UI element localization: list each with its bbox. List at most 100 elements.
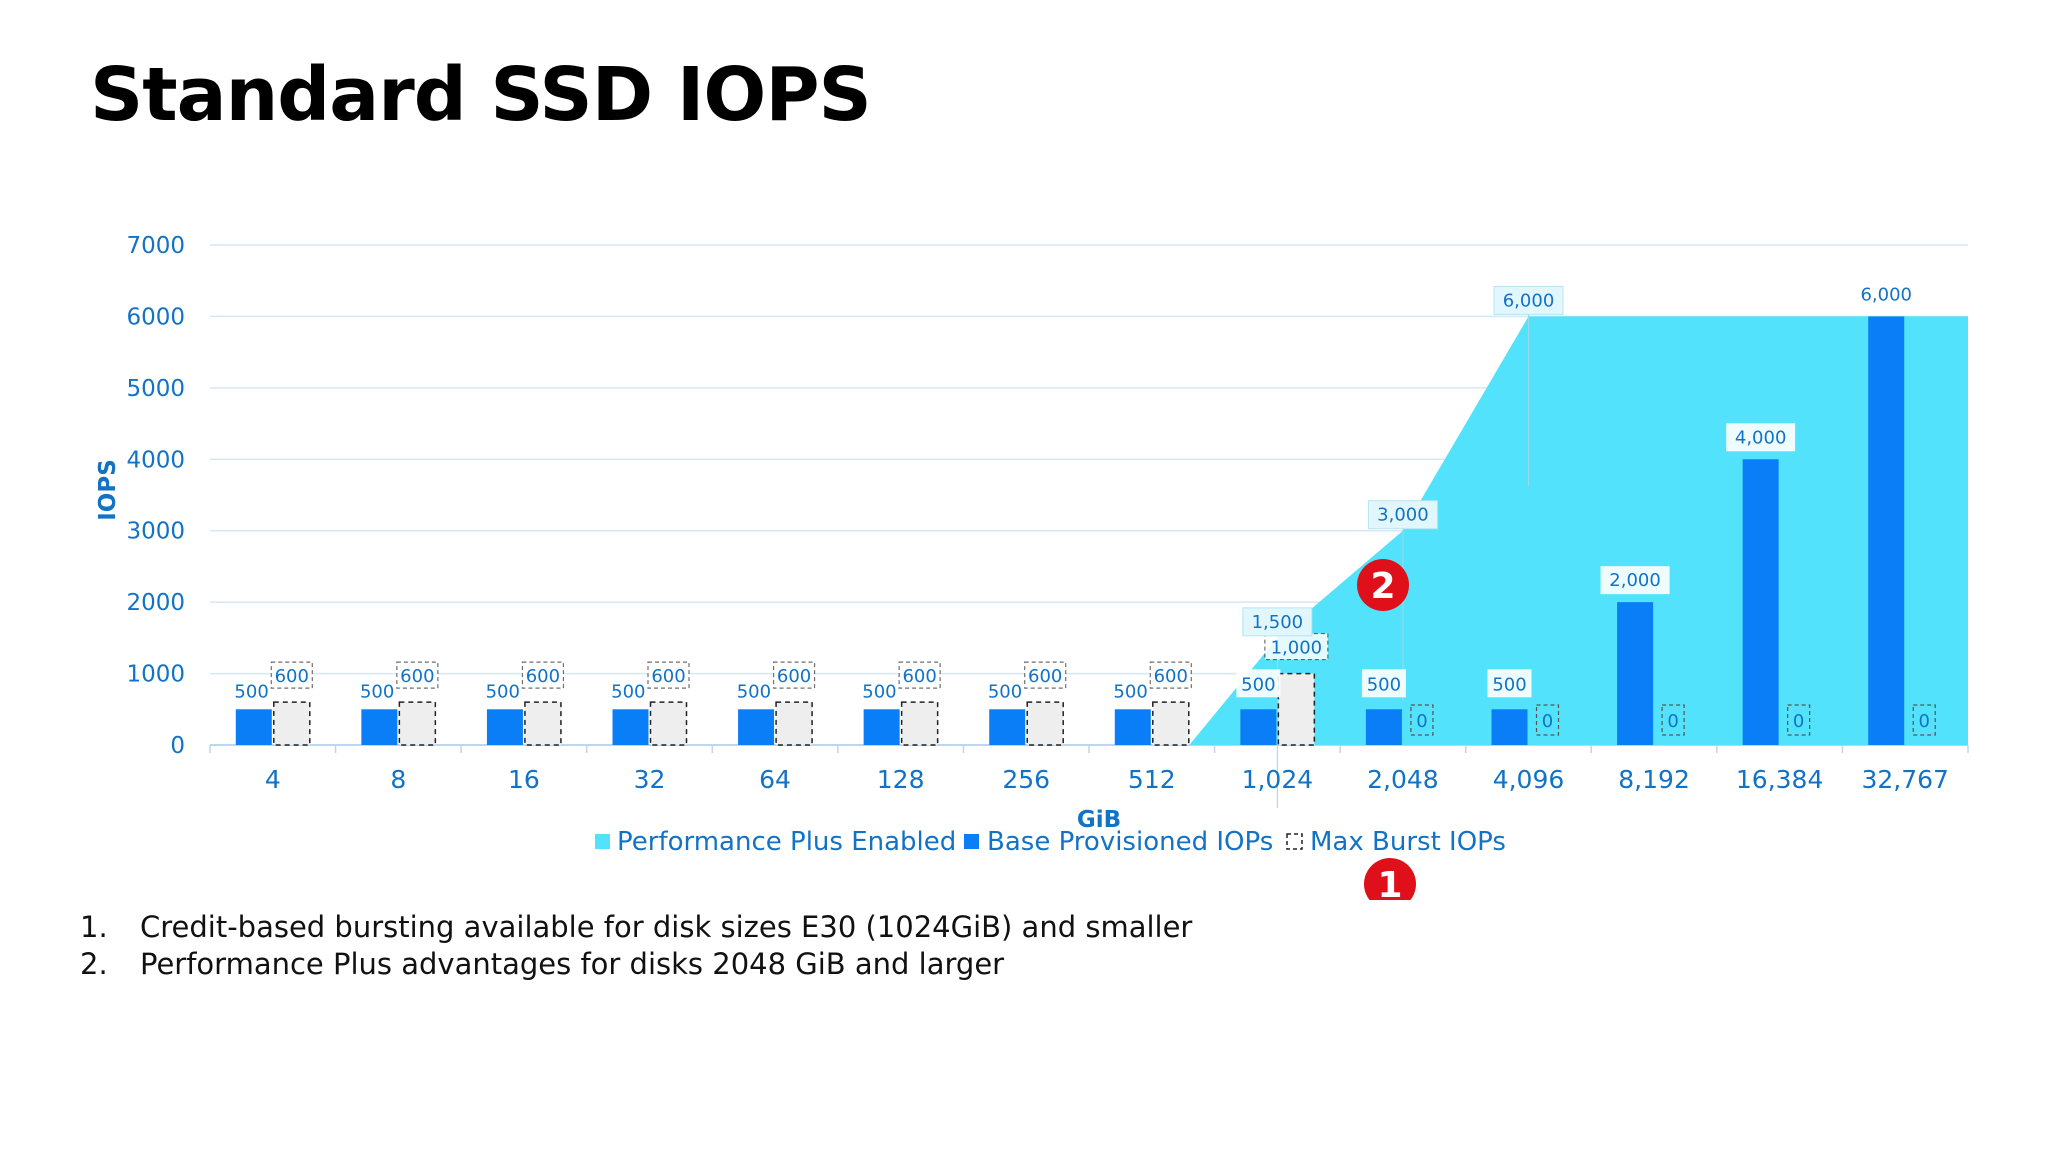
burst-label-box: [898, 661, 941, 689]
base-data-label: 500: [234, 681, 268, 702]
x-tick-label: 32,767: [1861, 765, 1948, 794]
burst-label-box: [396, 661, 439, 689]
burst-bar: [649, 701, 688, 746]
marker-2-label: 2: [1370, 566, 1395, 607]
y-tick-label: 0: [170, 733, 185, 759]
base-bar: [989, 709, 1026, 745]
y-tick-label: 7000: [126, 233, 185, 259]
legend-swatch-burst: [1286, 833, 1303, 850]
plus-label-box: [1493, 285, 1564, 315]
x-tick-label: 1,024: [1242, 765, 1314, 794]
x-tick-label: 16,384: [1736, 765, 1823, 794]
burst-data-label: 600: [651, 666, 685, 687]
base-data-label: 500: [1241, 674, 1275, 695]
burst-label-box: [521, 661, 565, 689]
data-label-box: [1726, 423, 1796, 452]
legend-swatch-plus: [595, 834, 610, 849]
base-data-label: 500: [611, 681, 645, 702]
burst-data-label: 1,000: [1271, 638, 1323, 659]
burst-label-box: [1535, 704, 1560, 736]
plus-label-box: [1367, 500, 1438, 530]
footnote-number: 2.: [80, 946, 108, 981]
x-tick-label: 8,192: [1618, 765, 1690, 794]
data-label-box: [1487, 669, 1532, 698]
footnote-text: Credit-based bursting available for disk…: [140, 909, 1193, 944]
base-data-label: 500: [1367, 674, 1401, 695]
base-bar: [1617, 602, 1654, 745]
marker-1-label: 1: [1377, 865, 1402, 900]
burst-label-box: [772, 661, 816, 689]
burst-data-label: 0: [1667, 711, 1678, 732]
burst-data-label: 0: [1918, 711, 1929, 732]
y-tick-label: 1000: [126, 662, 185, 688]
y-tick-label: 6000: [126, 304, 185, 330]
base-bar: [361, 709, 398, 745]
burst-bar: [1026, 701, 1064, 746]
burst-data-label: 600: [400, 666, 434, 687]
base-bar: [1365, 709, 1402, 745]
burst-label-box: [1024, 661, 1067, 689]
legend-label-base: Base Provisioned IOPs: [987, 827, 1273, 857]
burst-bar: [398, 701, 437, 746]
base-data-label: 6,000: [1860, 284, 1912, 305]
burst-label-box: [1912, 704, 1936, 736]
burst-label-box: [1661, 704, 1685, 736]
x-tick-label: 128: [877, 765, 925, 794]
x-tick-label: 64: [759, 765, 791, 794]
base-data-label: 4,000: [1735, 427, 1787, 448]
x-axis-title: GiB: [1077, 807, 1121, 833]
burst-bar: [775, 701, 813, 746]
burst-bar: [1152, 701, 1190, 746]
y-tick-label: 2000: [126, 590, 185, 616]
plus-label-box: [1242, 607, 1313, 637]
x-tick-label: 2,048: [1367, 765, 1439, 794]
burst-label-box: [1787, 704, 1811, 736]
burst-data-label: 0: [1542, 711, 1553, 732]
y-tick-label: 3000: [126, 519, 185, 545]
burst-data-label: 600: [1154, 666, 1188, 687]
plus-data-label: 6,000: [1503, 290, 1555, 311]
burst-data-label: 600: [777, 666, 811, 687]
base-data-label: 500: [360, 681, 394, 702]
burst-bar: [273, 701, 311, 746]
burst-label-box: [647, 661, 690, 689]
base-bar: [235, 709, 272, 745]
y-tick-label: 5000: [126, 376, 185, 402]
burst-label-box: [1149, 661, 1192, 689]
footnote-2: 2. Performance Plus advantages for disks…: [80, 945, 1192, 982]
x-tick-label: 4: [265, 765, 281, 794]
base-data-label: 500: [486, 681, 520, 702]
iops-chart: 0100020003000400050006000700045006008500…: [95, 233, 1969, 900]
base-bar: [1114, 709, 1151, 745]
base-bar: [1240, 709, 1277, 745]
burst-data-label: 600: [1028, 666, 1062, 687]
data-label-box: [1600, 566, 1670, 595]
base-bar: [863, 709, 900, 745]
x-tick-label: 256: [1002, 765, 1050, 794]
data-label-box: [1361, 669, 1406, 698]
legend-swatch-base: [964, 834, 979, 849]
base-data-label: 500: [1492, 674, 1526, 695]
burst-bar: [900, 701, 939, 746]
footnote-1: 1. Credit-based bursting available for d…: [80, 908, 1192, 945]
page-title: Standard SSD IOPS: [90, 52, 872, 138]
x-tick-label: 4,096: [1493, 765, 1565, 794]
base-data-label: 500: [737, 681, 771, 702]
base-data-label: 500: [862, 681, 896, 702]
data-label-box: [1236, 669, 1281, 698]
footnote-text: Performance Plus advantages for disks 20…: [140, 946, 1005, 981]
x-tick-label: 16: [508, 765, 540, 794]
burst-bar: [524, 701, 562, 746]
x-tick-label: 32: [634, 765, 666, 794]
base-data-label: 500: [1113, 681, 1147, 702]
plus-data-label: 3,000: [1377, 505, 1429, 526]
base-bar: [1868, 316, 1905, 745]
base-bar: [738, 709, 775, 745]
marker-2-icon: [1357, 559, 1409, 611]
burst-label-box: [1410, 704, 1434, 736]
burst-data-label: 600: [275, 666, 309, 687]
footnote-number: 1.: [80, 909, 108, 944]
base-bar: [612, 709, 649, 745]
y-axis-title: IOPS: [95, 459, 121, 521]
burst-data-label: 600: [526, 666, 560, 687]
